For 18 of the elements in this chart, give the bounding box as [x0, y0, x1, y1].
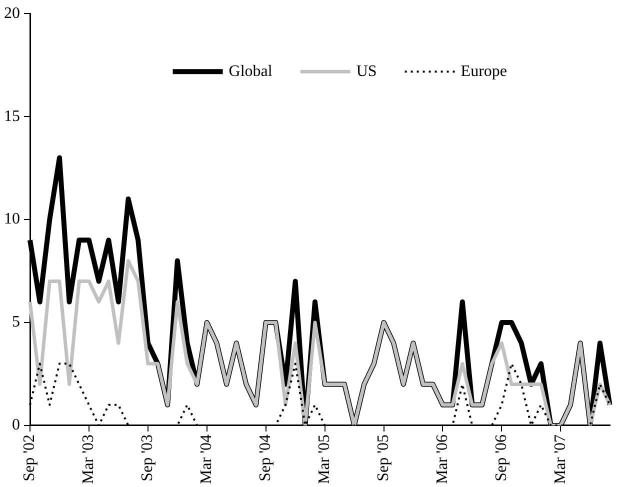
y-tick-label: 10: [4, 210, 20, 228]
y-tick-label: 0: [12, 416, 20, 434]
y-tick-label: 5: [12, 314, 20, 331]
x-tick-label: Sep '02: [21, 434, 38, 482]
x-tick-label: Mar '03: [80, 434, 98, 484]
x-tick-label: Sep '04: [257, 434, 274, 482]
x-tick-label: Sep '03: [139, 434, 156, 482]
x-tick-label: Mar '06: [434, 434, 451, 484]
y-tick-label: 20: [4, 4, 20, 22]
x-tick-label: Mar '07: [552, 434, 569, 484]
legend-label: Europe: [460, 62, 507, 80]
legend-label: US: [356, 62, 377, 80]
legend-label: Global: [228, 62, 273, 80]
x-tick-label: Sep '06: [492, 434, 510, 482]
y-tick-label: 15: [4, 108, 20, 125]
x-tick-label: Sep '05: [374, 434, 392, 482]
x-tick-label: Mar '04: [198, 434, 216, 484]
x-tick-label: Mar '05: [316, 434, 334, 484]
